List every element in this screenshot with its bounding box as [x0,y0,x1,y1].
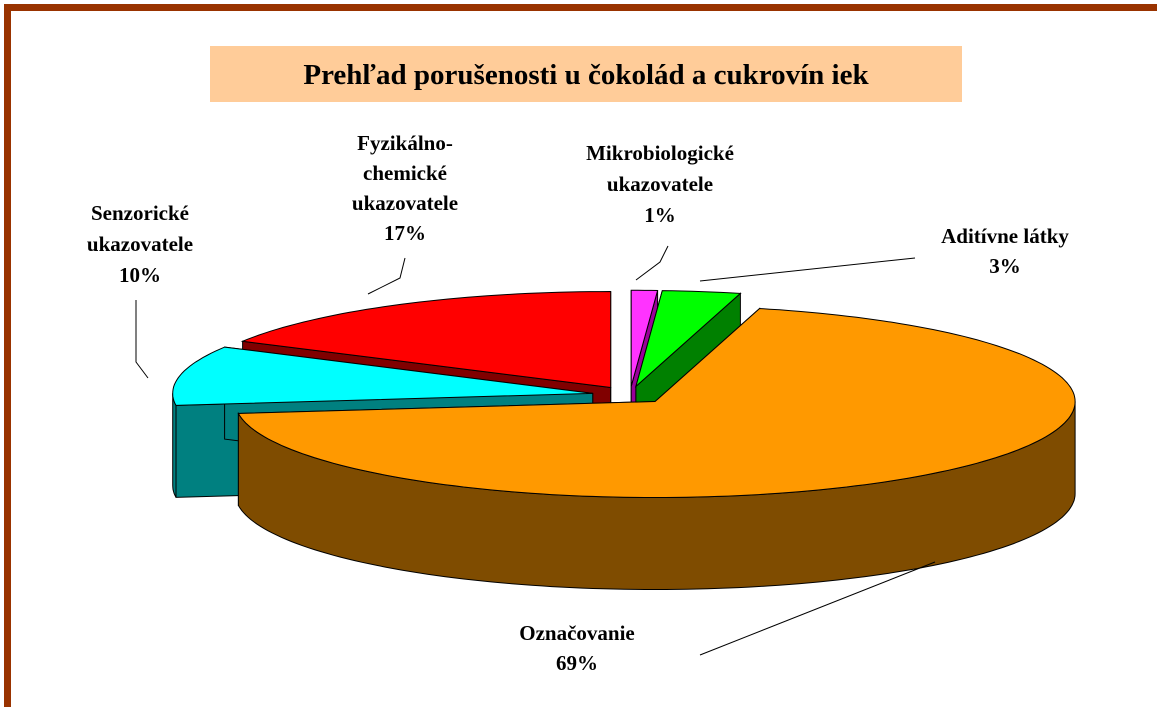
slice-value-label: 1% [644,203,676,227]
slice-top [630,289,659,387]
slice-value-label: 3% [989,254,1021,278]
slice-wall [172,393,177,498]
slice-value-label: 17% [384,221,426,245]
leader-line [699,561,936,656]
leader-line [367,257,406,295]
slice-label: Aditívne látky [941,224,1069,248]
slice-top [634,290,742,388]
slice-top [237,307,1076,498]
slice-value-label: 69% [556,651,598,675]
leader-line [699,257,916,282]
frame-left [4,4,11,707]
slice-label: Fyzikálno-chemické ukazovatele [352,131,458,215]
pie [172,289,1076,590]
slice-label: Označovanie [519,621,635,645]
slice-label: Mikrobiologické ukazovatele [586,141,734,196]
leader-line [135,300,149,379]
slice-label: Senzorické ukazovatele [87,201,193,256]
title-box [210,46,962,102]
leader-line [635,245,669,281]
slice-value-label: 10% [119,263,161,287]
slice [237,307,1076,590]
slice-top [172,346,593,406]
frame-top [4,4,1157,11]
labels: Mikrobiologické ukazovatele 1% Aditívne lát… [87,131,1069,675]
slice-top [240,290,612,389]
chart-title: Prehľad porušenosti u čokolád a cukrovín… [303,59,869,91]
